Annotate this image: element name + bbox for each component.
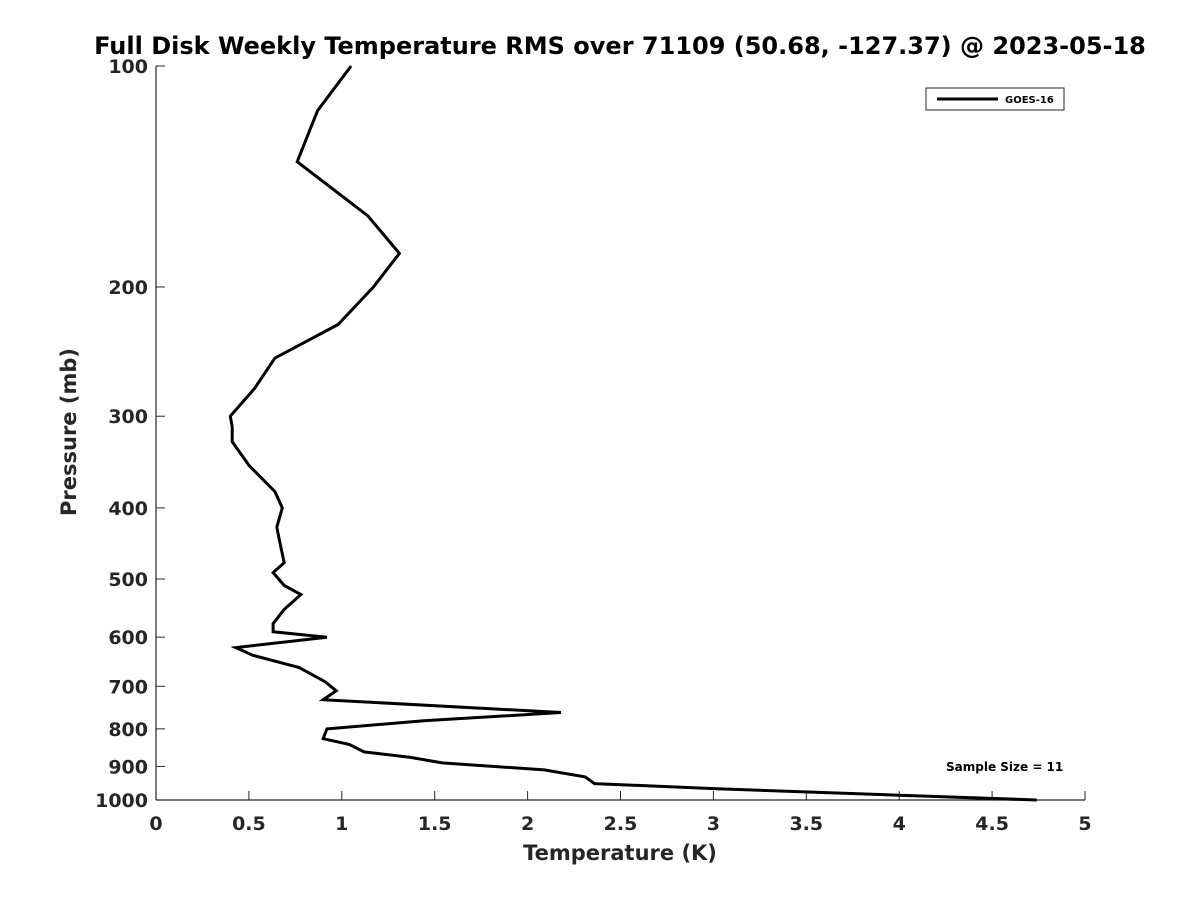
legend: GOES-16 xyxy=(925,87,1065,111)
x-tick-label: 4.5 xyxy=(975,813,1009,835)
y-tick-label: 100 xyxy=(108,56,148,78)
series-line-goes-16 xyxy=(228,65,1037,802)
x-tick-label: 4 xyxy=(893,813,906,835)
legend-label-goes-16: GOES-16 xyxy=(1005,95,1054,106)
series-layer xyxy=(228,65,1037,802)
y-ticks: 100 200 300 400 500 600 700 800 900 1000 xyxy=(95,56,165,812)
y-tick-label: 700 xyxy=(108,676,148,698)
chart-title: Full Disk Weekly Temperature RMS over 71… xyxy=(94,32,1146,60)
y-tick-label: 200 xyxy=(108,277,148,299)
y-tick-label: 400 xyxy=(108,498,148,520)
y-tick-label: 300 xyxy=(108,406,148,428)
x-tick-label: 2.5 xyxy=(604,813,638,835)
x-tick-label: 0 xyxy=(149,813,162,835)
x-tick-label: 3 xyxy=(707,813,720,835)
x-tick-label: 3.5 xyxy=(789,813,823,835)
y-axis-label: Pressure (mb) xyxy=(57,348,81,516)
x-axis-label: Temperature (K) xyxy=(523,841,717,865)
x-tick-label: 2 xyxy=(521,813,534,835)
x-tick-label: 0.5 xyxy=(232,813,266,835)
y-tick-label: 1000 xyxy=(95,790,148,812)
x-tick-label: 5 xyxy=(1078,813,1091,835)
y-tick-label: 600 xyxy=(108,627,148,649)
sample-size-annotation: Sample Size = 11 xyxy=(946,760,1063,774)
x-tick-label: 1 xyxy=(335,813,348,835)
y-tick-label: 500 xyxy=(108,569,148,591)
x-tick-label: 1.5 xyxy=(418,813,452,835)
y-tick-label: 900 xyxy=(108,756,148,778)
y-tick-label: 800 xyxy=(108,719,148,741)
x-ticks: 0 0.5 1 1.5 2 2.5 3 3.5 4 4.5 5 xyxy=(149,791,1092,835)
